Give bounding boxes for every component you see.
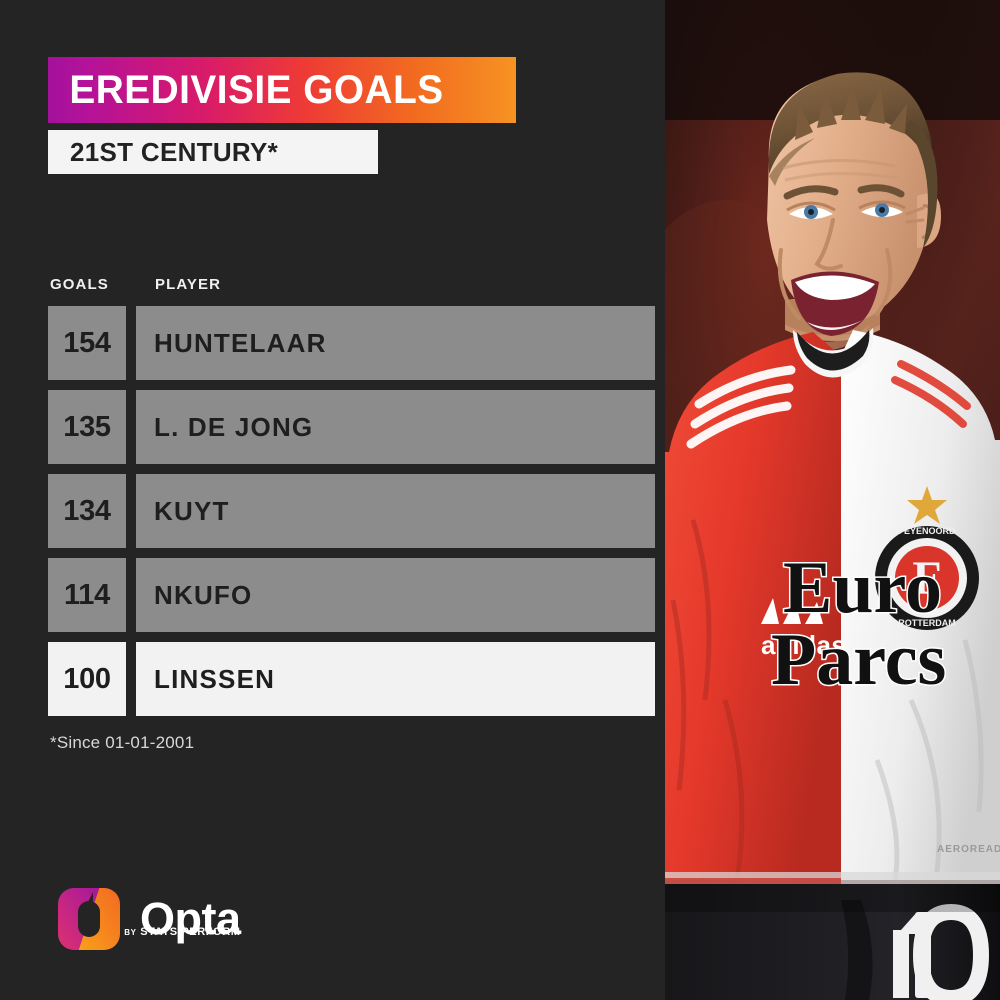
player-cell: LINSSEN: [136, 642, 655, 716]
page-subtitle: 21ST CENTURY*: [70, 137, 279, 167]
goals-cell: 134: [48, 474, 126, 548]
goals-cell: 154: [48, 306, 126, 380]
subtitle-banner: 21ST CENTURY*: [48, 130, 378, 174]
player-value: HUNTELAAR: [154, 328, 327, 358]
svg-text:FEYENOORD: FEYENOORD: [898, 526, 956, 536]
table-row-highlighted: 100 LINSSEN: [48, 642, 655, 726]
opta-wordmark: Opta BY STATS PERFORM: [124, 892, 241, 944]
svg-text:adidas: adidas: [761, 630, 846, 660]
opta-mark-icon: [56, 886, 122, 952]
player-value: L. DE JONG: [154, 412, 314, 442]
opta-logo: Opta BY STATS PERFORM: [56, 886, 241, 952]
title-banner: EREDIVISIE GOALS: [48, 57, 516, 123]
left-panel: EREDIVISIE GOALS 21ST CENTURY* GOALS PLA…: [48, 57, 655, 952]
svg-text:Parcs: Parcs: [771, 619, 946, 701]
player-cell: KUYT: [136, 474, 655, 548]
svg-text:Euro: Euro: [783, 547, 942, 629]
opta-word: Opta: [140, 892, 241, 944]
player-value: NKUFO: [154, 580, 253, 610]
goals-value: 114: [64, 578, 110, 611]
player-value: LINSSEN: [154, 664, 276, 694]
goals-cell: 135: [48, 390, 126, 464]
goals-value: 134: [63, 494, 111, 527]
goals-value: 135: [63, 410, 111, 443]
player-cell: L. DE JONG: [136, 390, 655, 464]
table-column-headers: GOALS PLAYER: [48, 276, 648, 296]
player-cell: HUNTELAAR: [136, 306, 655, 380]
table-row: 134 KUYT: [48, 474, 655, 558]
table-row: 135 L. DE JONG: [48, 390, 655, 474]
player-photo-illustration: adidas F FEYENOORD ROTTERDAM Euro Parcs: [665, 0, 1000, 1000]
goals-value: 100: [63, 662, 111, 695]
player-cell: NKUFO: [136, 558, 655, 632]
opta-tagline-by: BY: [124, 928, 137, 938]
ranking-table: 154 HUNTELAAR 135 L. DE JONG 134: [48, 306, 655, 726]
page-title: EREDIVISIE GOALS: [69, 68, 444, 112]
goals-value: 154: [63, 326, 111, 359]
player-photo: adidas F FEYENOORD ROTTERDAM Euro Parcs: [665, 0, 1000, 1000]
column-header-player: PLAYER: [155, 276, 222, 293]
player-value: KUYT: [154, 496, 230, 526]
svg-text:F: F: [912, 552, 941, 605]
table-row: 114 NKUFO: [48, 558, 655, 642]
svg-text:ROTTERDAM: ROTTERDAM: [898, 618, 956, 628]
column-header-goals: GOALS: [50, 276, 109, 293]
table-row: 154 HUNTELAAR: [48, 306, 655, 390]
goals-cell: 100: [48, 642, 126, 716]
opta-tagline-text: STATS PERFORM: [140, 926, 241, 939]
svg-text:AEROREADY: AEROREADY: [937, 844, 1000, 855]
footnote: *Since 01-01-2001: [50, 733, 195, 752]
goals-cell: 114: [48, 558, 126, 632]
opta-tagline: BY STATS PERFORM: [124, 926, 240, 938]
